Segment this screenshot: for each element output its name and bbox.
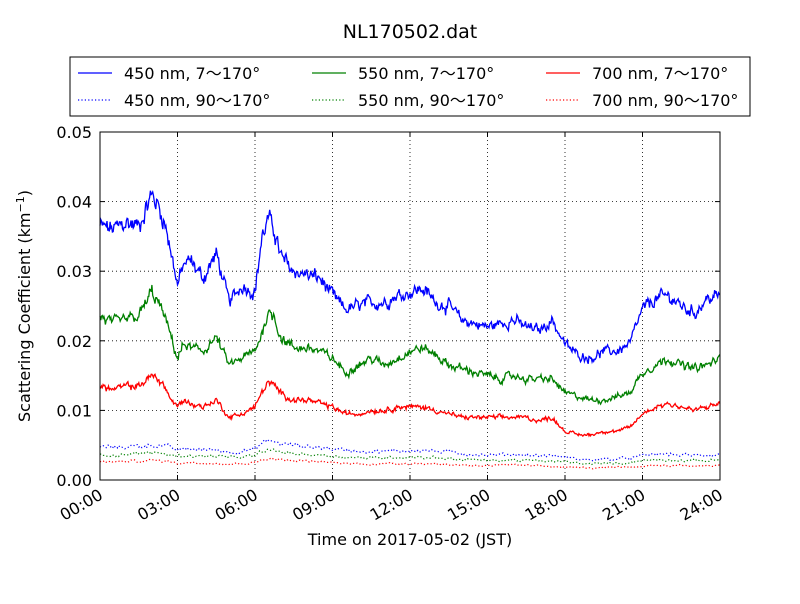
grid — [100, 132, 720, 480]
x-tick-label: 03:00 — [134, 485, 183, 525]
x-axis: 00:00 03:00 06:00 09:00 12:00 15:00 18:00 21:00… — [57, 132, 726, 525]
y-axis-label-exponent: −1 — [14, 196, 27, 212]
y-tick-label: 0.04 — [56, 193, 92, 212]
chart-title: NL170502.dat — [343, 21, 478, 43]
series-line-6 — [99, 457, 721, 470]
x-tick-label: 09:00 — [289, 485, 338, 525]
y-axis-label-main: Scattering Coefficient (km — [15, 212, 34, 422]
legend-label: 450 nm, 90～170° — [124, 91, 270, 110]
series-line-2 — [99, 438, 721, 462]
x-tick-label: 21:00 — [599, 485, 648, 525]
legend-label: 700 nm, 7～170° — [592, 64, 728, 83]
x-tick-label: 06:00 — [212, 485, 261, 525]
y-tick-label: 0.01 — [56, 401, 92, 420]
legend-label: 700 nm, 90～170° — [592, 91, 738, 110]
y-tick-label: 0.02 — [56, 332, 92, 351]
x-axis-label: Time on 2017-05-02 (JST) — [307, 530, 512, 549]
x-tick-label: 18:00 — [522, 485, 571, 525]
series-layer — [99, 189, 721, 470]
legend-frame — [69, 56, 751, 117]
legend-label: 550 nm, 7～170° — [358, 64, 494, 83]
y-tick-label: 0.05 — [56, 123, 92, 142]
legend: 450 nm, 7～170° 550 nm, 7～170° 700 nm, 7～17… — [69, 56, 751, 117]
series-line-1 — [99, 189, 721, 365]
y-tick-label: 0.00 — [56, 471, 92, 490]
y-axis-label-close: ) — [15, 190, 34, 196]
y-axis: 0.00 0.01 0.02 0.03 0.04 0.05 — [56, 123, 720, 490]
x-tick-label: 00:00 — [57, 485, 106, 525]
x-tick-label: 24:00 — [677, 485, 726, 525]
legend-label: 550 nm, 90～170° — [358, 91, 504, 110]
y-tick-label: 0.03 — [56, 262, 92, 281]
x-tick-label: 15:00 — [444, 485, 493, 525]
series-line-5 — [99, 373, 721, 438]
x-tick-label: 12:00 — [367, 485, 416, 525]
y-axis-label: Scattering Coefficient (km−1) — [14, 190, 34, 422]
legend-label: 450 nm, 7～170° — [124, 64, 260, 83]
series-line-3 — [99, 284, 721, 406]
